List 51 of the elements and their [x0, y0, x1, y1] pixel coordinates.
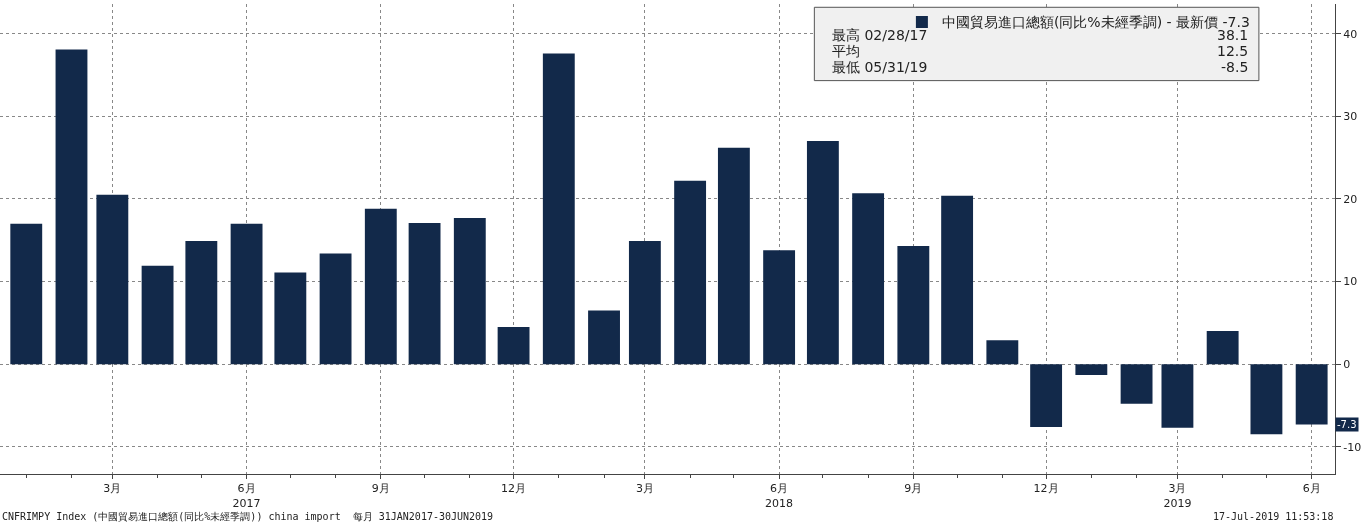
bar	[1250, 364, 1283, 435]
bar	[141, 265, 174, 365]
y-tick-label: 20	[1343, 192, 1358, 206]
bar	[806, 141, 839, 365]
x-tick-label: 3月	[635, 482, 654, 496]
bar	[717, 147, 750, 365]
bar	[628, 241, 661, 365]
bar	[55, 49, 88, 365]
x-tick-label: 3月 2019	[1163, 482, 1192, 510]
bar	[674, 180, 707, 365]
bar	[1161, 364, 1194, 428]
x-tick-label: 6月 2017	[232, 482, 261, 510]
y-tick-label: 10	[1343, 275, 1358, 289]
text: CNFRIMPY Index (中國貿易進口總額(同比%未經季調)) china import 每月 31JAN2017-30JUN2019	[2, 511, 494, 522]
bar	[230, 223, 263, 365]
y-tick-label: -10	[1343, 440, 1362, 454]
bar	[408, 222, 441, 365]
bar	[763, 250, 796, 365]
y-tick-label: 30	[1343, 110, 1358, 124]
bar	[1075, 364, 1108, 375]
bar	[1120, 364, 1153, 404]
bar	[542, 53, 575, 365]
text: 17-Jul-2019 11:53:18	[1213, 511, 1334, 522]
y-tick-label: 40	[1343, 27, 1358, 41]
x-tick-label: 6月	[1302, 482, 1321, 496]
bar	[1030, 364, 1063, 427]
text: 平均 12.5	[832, 43, 1249, 59]
bar	[941, 195, 974, 365]
bar	[497, 326, 530, 365]
bar	[453, 217, 486, 365]
annotation: -7.3	[1337, 419, 1357, 430]
x-tick-label: 12月	[501, 482, 527, 496]
bar	[588, 310, 620, 365]
bar	[986, 340, 1019, 365]
x-tick-label: 3月	[103, 482, 122, 496]
bar	[274, 272, 307, 365]
bar	[319, 253, 352, 365]
bar	[10, 223, 43, 365]
bar	[364, 208, 397, 365]
bar	[1295, 364, 1328, 425]
text: 最低 05/31/19 -8.5	[832, 59, 1249, 75]
x-tick-label: 9月	[904, 482, 923, 496]
bar	[1206, 331, 1239, 365]
y-tick-label: 0	[1343, 357, 1351, 371]
bar	[185, 241, 218, 365]
bar	[852, 193, 885, 365]
bar	[96, 194, 129, 365]
x-tick-label: 12月	[1033, 482, 1059, 496]
x-tick-label: 6月 2018	[765, 482, 794, 510]
x-tick-label: 9月	[371, 482, 390, 496]
bar	[897, 246, 930, 365]
